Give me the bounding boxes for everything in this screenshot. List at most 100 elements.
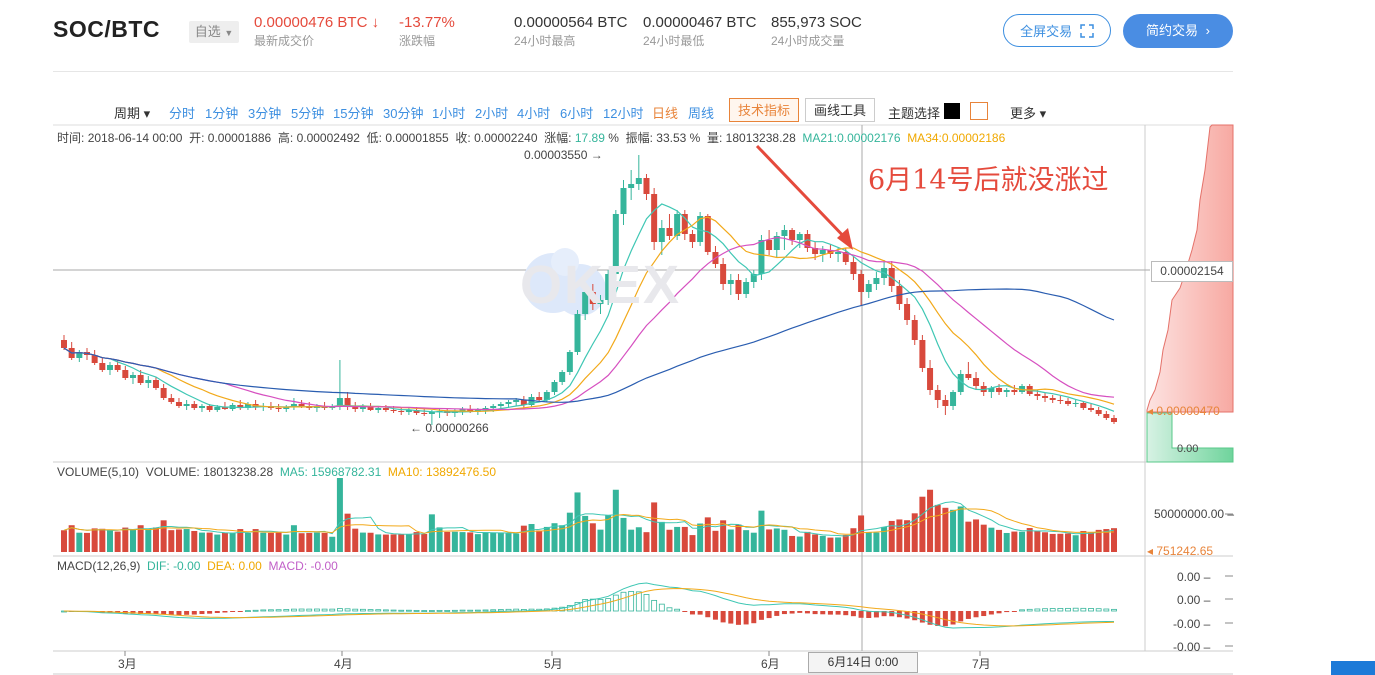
macd-bar	[612, 594, 619, 612]
volume-bar	[99, 528, 106, 552]
draw-tools-button[interactable]: 画线工具	[805, 98, 876, 122]
interval-tab[interactable]: 分时	[169, 106, 196, 121]
macd-bar	[176, 611, 182, 616]
candle-body	[1011, 390, 1018, 392]
caret-down-icon: ▼	[224, 28, 234, 38]
close-label: 收:	[455, 131, 471, 145]
low-24h-label: 24小时最低	[643, 34, 705, 48]
candle-body	[520, 400, 527, 405]
interval-tab[interactable]: 12小时	[603, 106, 644, 121]
volume-bar	[950, 509, 957, 552]
interval-tab[interactable]: 周线	[688, 106, 715, 121]
help-widget[interactable]	[1331, 661, 1375, 675]
simple-trade-button[interactable]: 简约交易 ›	[1123, 14, 1233, 48]
macd-bar	[130, 611, 136, 614]
macd-bar	[344, 608, 351, 612]
low-price-marker: ← 0.00000266	[410, 421, 489, 435]
candle-body	[559, 372, 566, 382]
x-axis-label: 6月	[761, 657, 780, 671]
macd-bar	[789, 611, 795, 614]
macd-bar	[184, 611, 190, 615]
interval-tab[interactable]: 6小时	[560, 106, 594, 121]
volume-bar	[735, 524, 742, 552]
volume-bar	[520, 525, 527, 552]
interval-tab[interactable]: 1小时	[432, 106, 466, 121]
macd-bar	[904, 611, 910, 619]
macd-bar	[207, 611, 213, 614]
volume-bar	[697, 523, 704, 552]
volume-bar	[137, 525, 144, 552]
volume-bar	[275, 532, 282, 552]
time-label: 时间:	[57, 131, 85, 145]
interval-tab[interactable]: 1分钟	[205, 106, 239, 121]
volume-bar	[819, 535, 826, 552]
candle-body	[689, 234, 696, 242]
volume-bar	[1057, 533, 1064, 552]
theme-light-swatch[interactable]	[970, 102, 988, 120]
low-label: 低:	[366, 131, 382, 145]
interval-tab[interactable]: 5分钟	[291, 106, 325, 121]
macd-bar	[1080, 607, 1087, 612]
x-axis-label: 4月	[334, 657, 353, 671]
macd-bar	[298, 608, 305, 612]
candle-body	[819, 250, 826, 254]
dea-label: DEA:	[207, 559, 236, 573]
last-price-stat: 0.00000476 BTC ↓ 最新成交价	[254, 14, 379, 49]
watchlist-dropdown[interactable]: 自选 ▼	[189, 21, 239, 43]
open-label: 开:	[189, 131, 205, 145]
volume-bar	[451, 531, 458, 552]
macd-bar	[436, 609, 443, 612]
interval-tab-active[interactable]: 日线	[652, 106, 679, 121]
volume-bar	[252, 529, 259, 552]
more-dropdown[interactable]: 更多 ▾	[1010, 106, 1047, 121]
volume-bar	[390, 534, 397, 552]
ma-gold-line	[63, 216, 1115, 413]
interval-tab[interactable]: 2小时	[475, 106, 509, 121]
candle-body	[513, 400, 520, 402]
volume-bar	[743, 530, 750, 552]
candle-body	[137, 375, 144, 383]
tech-indicator-button[interactable]: 技术指标	[729, 98, 800, 122]
candle-body	[873, 278, 880, 284]
volume-bar	[175, 529, 182, 552]
candle-body	[106, 365, 113, 370]
candle-body	[988, 388, 995, 392]
interval-tab[interactable]: 30分钟	[383, 106, 424, 121]
volume-bar	[91, 528, 98, 552]
volume-title: VOLUME(5,10)	[57, 465, 140, 479]
macd-bar	[444, 610, 451, 612]
candle-body	[973, 378, 980, 386]
volume-bar	[919, 496, 926, 552]
candle-body	[674, 214, 681, 236]
macd-bar	[628, 591, 635, 612]
period-dropdown[interactable]: 周期 ▾	[114, 106, 151, 121]
macd-bar	[605, 598, 612, 612]
change-stat: -13.77% 涨跌幅	[399, 14, 455, 49]
theme-dark-swatch[interactable]	[944, 103, 960, 119]
volume-bar	[643, 532, 650, 552]
volume-bar	[428, 514, 435, 552]
candle-body	[827, 250, 834, 254]
interval-tab[interactable]: 3分钟	[248, 106, 282, 121]
chevron-right-icon: ›	[1205, 23, 1210, 38]
candle-body	[459, 409, 466, 411]
theme-label: 主题选择	[888, 106, 941, 121]
macd-bar	[145, 611, 151, 614]
macd-bar	[927, 611, 933, 625]
candle-body	[612, 214, 619, 274]
volume-bar	[773, 528, 780, 552]
interval-tab[interactable]: 4小时	[517, 106, 551, 121]
candle-body	[574, 314, 581, 352]
low-24h-value: 0.00000467 BTC	[643, 14, 757, 31]
volume-bar	[160, 520, 167, 552]
candle-body	[735, 280, 742, 294]
last-price-label: 最新成交价	[254, 34, 315, 48]
interval-tab[interactable]: 15分钟	[333, 106, 374, 121]
volume-bar	[290, 525, 297, 552]
candle-body	[152, 380, 159, 388]
fullscreen-trade-button[interactable]: 全屏交易	[1003, 14, 1111, 47]
volume-bar	[681, 526, 688, 552]
dif-label: DIF:	[147, 559, 170, 573]
candle-body	[934, 390, 941, 400]
